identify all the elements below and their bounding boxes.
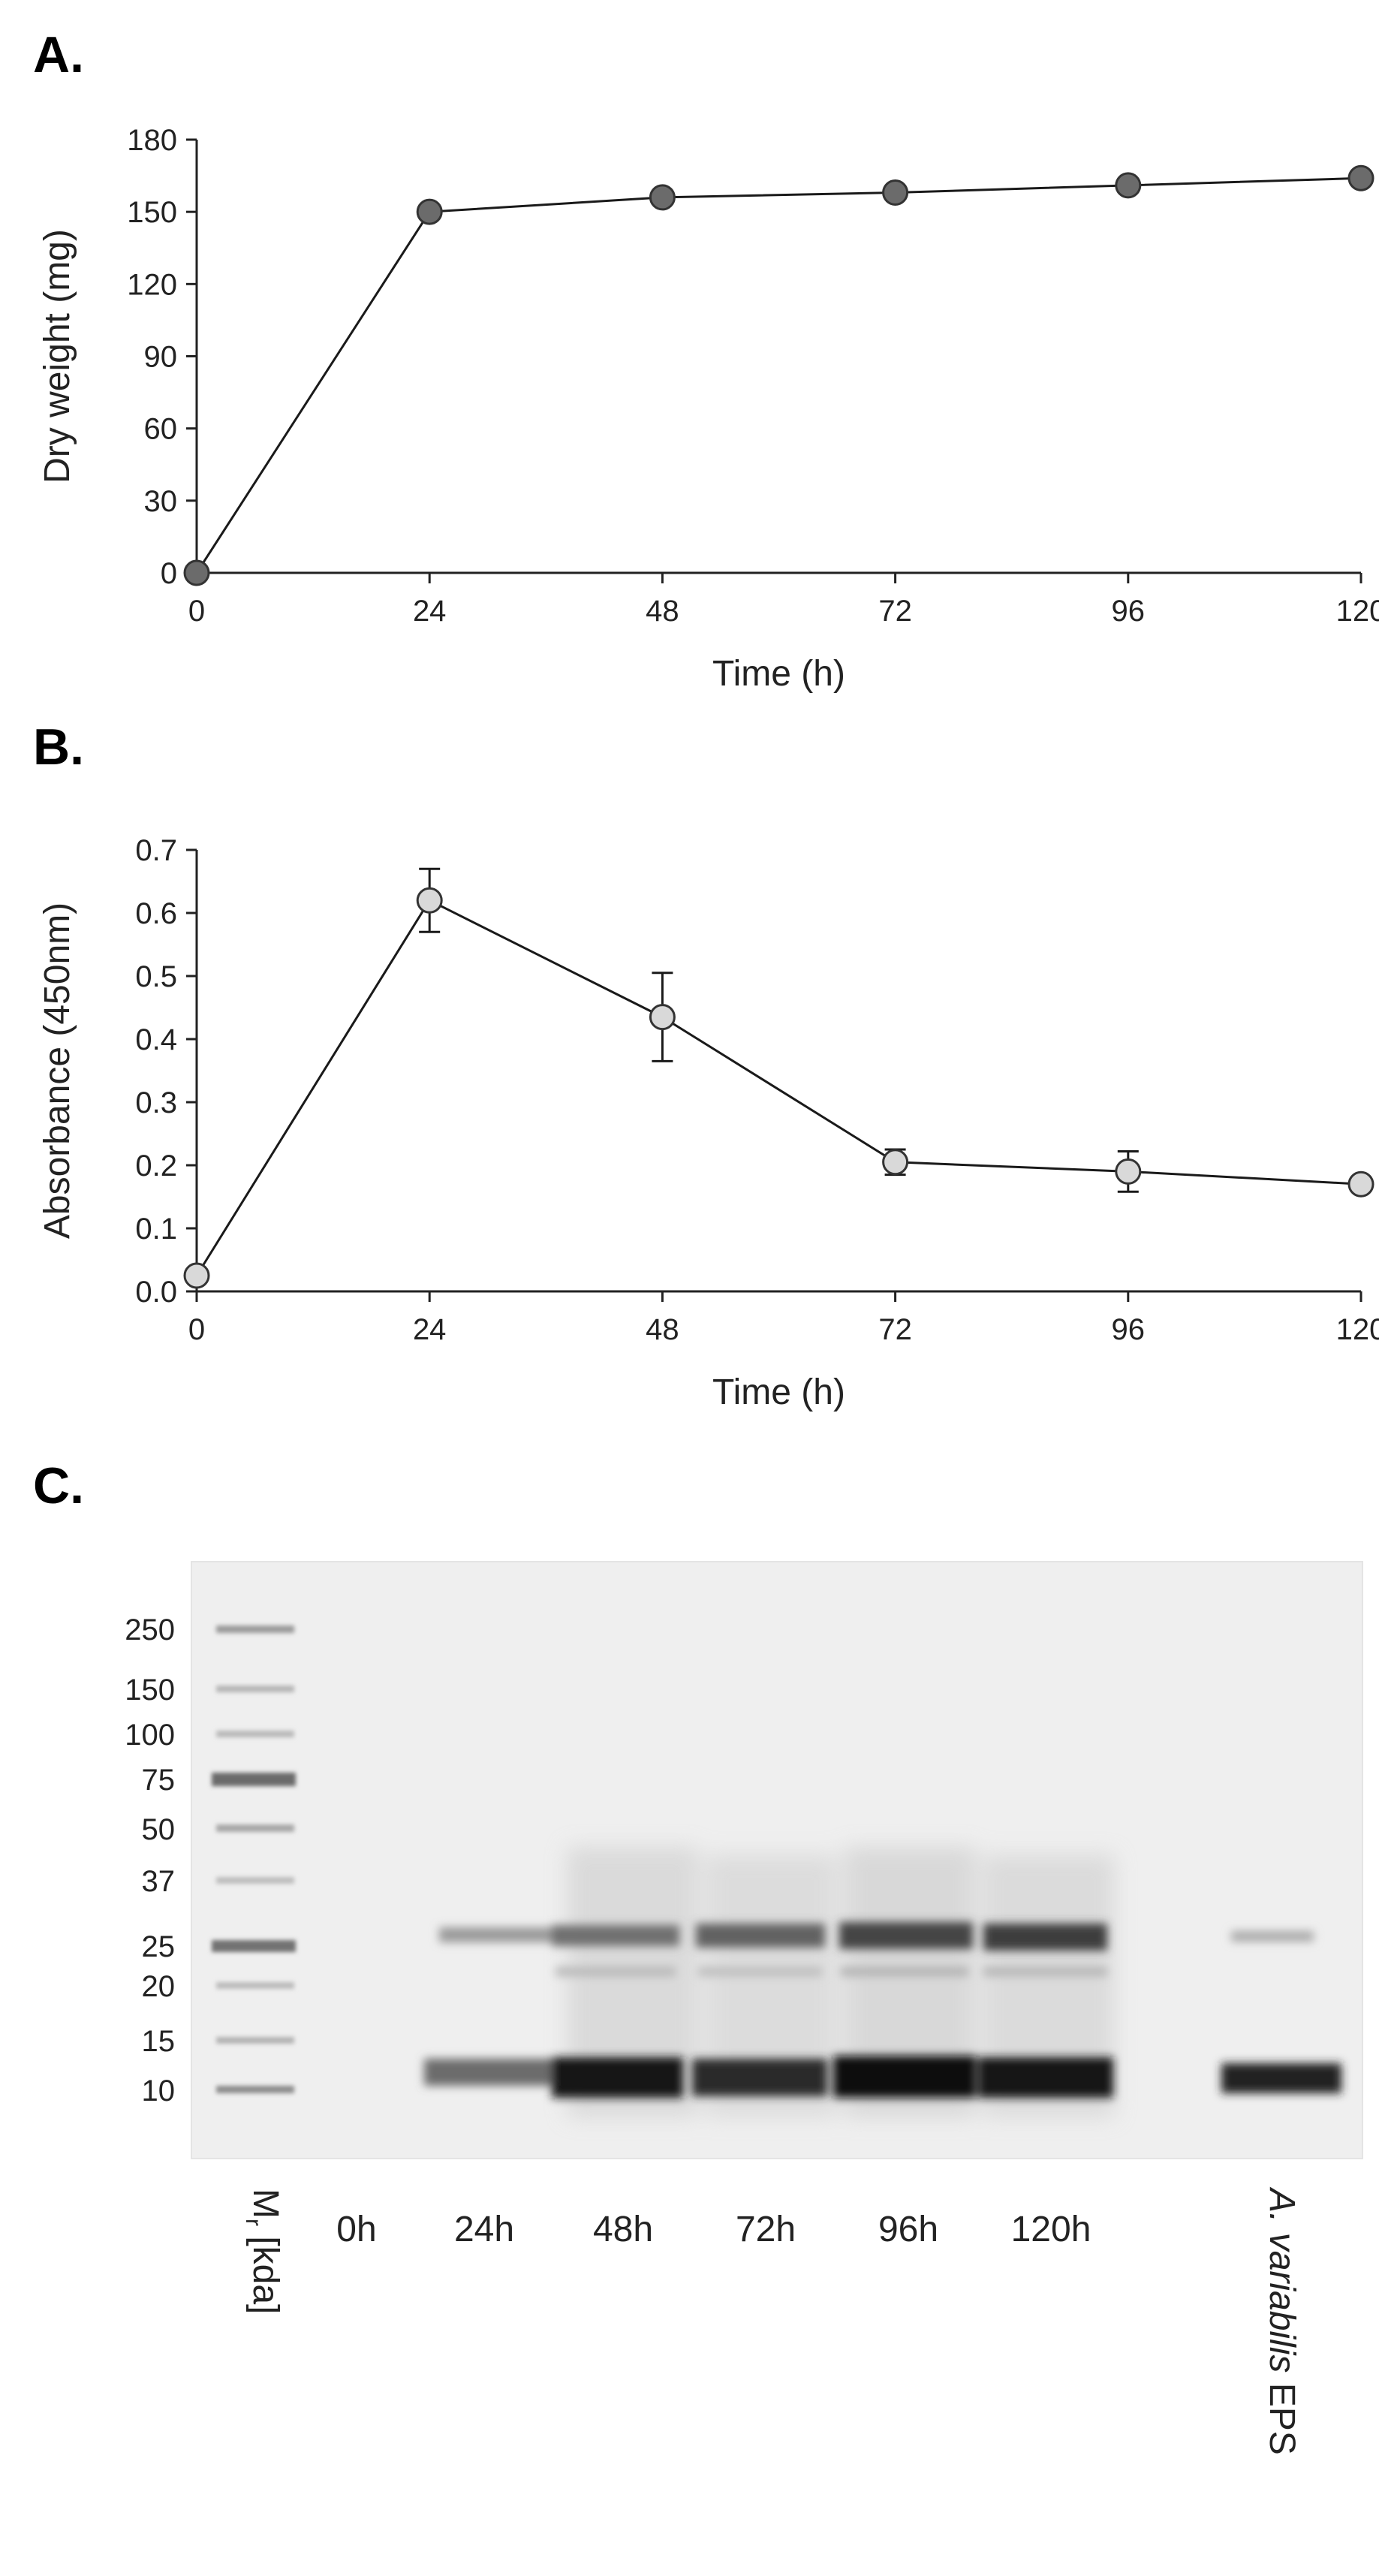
y-tick-label: 30 (144, 485, 178, 518)
lane-label: 48h (593, 2210, 653, 2249)
marker-size-label: 150 (125, 1674, 175, 1707)
lane-labels: 0h 24h 48h 72h 96h 120h (336, 2210, 1091, 2249)
marker-size-label: 37 (142, 1865, 176, 1898)
y-tick-label: 0.0 (135, 1276, 177, 1309)
y-tick-label: 150 (127, 196, 177, 229)
marker-size-label: 100 (125, 1719, 175, 1752)
x-tick-label: 96 (1112, 595, 1146, 628)
ladder-bands (212, 1625, 296, 2093)
data-point (649, 184, 676, 211)
data-point (1347, 1170, 1374, 1198)
x-tick-label: 24 (413, 1313, 447, 1346)
y-tick-label: 0.3 (135, 1086, 177, 1119)
x-tick-label: 72 (878, 1313, 912, 1346)
x-tick-label: 120 (1336, 595, 1379, 628)
y-tick-label: 90 (144, 341, 178, 374)
y-tick-label: 0.7 (135, 834, 177, 867)
lane-label: 24h (454, 2210, 514, 2249)
x-tick-label: 0 (188, 595, 205, 628)
marker-size-label: 20 (142, 1970, 176, 2003)
middle-bands (556, 1967, 1107, 1976)
data-point (183, 559, 210, 586)
y-tick-label: 0.1 (135, 1213, 177, 1246)
series-line (195, 899, 1362, 1276)
data-point (416, 198, 443, 225)
x-tick-label: 72 (878, 595, 912, 628)
chart-b: B. 0.0 0.1 0.2 0.3 0.4 0.5 0.6 0.7 0 24 48 72 96 120 T… (33, 719, 1379, 1412)
marker-size-label: 50 (142, 1813, 176, 1846)
data-point (882, 179, 909, 206)
y-tick-label: 60 (144, 413, 178, 446)
y-tick-label: 0.4 (135, 1023, 177, 1056)
marker-size-label: 15 (142, 2025, 176, 2058)
lower-bands (424, 2056, 1341, 2098)
panel-b-letter: B. (33, 719, 84, 776)
marker-size-label: 10 (142, 2074, 176, 2107)
data-point (416, 887, 443, 914)
y-tick-label: 0.2 (135, 1149, 177, 1183)
marker-labels: 250 150 100 75 50 37 25 20 15 10 (125, 1613, 175, 2107)
y-tick-label: 0.6 (135, 897, 177, 930)
chart-a: A. 0 30 60 90 120 150 180 0 24 48 72 96 120 Time (h) D… (33, 26, 1379, 694)
data-point (649, 1004, 676, 1031)
y-axis-title: Absorbance (450nm) (38, 902, 77, 1239)
data-point (1347, 164, 1374, 191)
x-axis-title: Time (h) (712, 654, 845, 694)
lane-label: 120h (1011, 2210, 1091, 2249)
x-tick-label: 24 (413, 595, 447, 628)
x-tick-label: 48 (646, 595, 679, 628)
lane-label: 72h (736, 2210, 796, 2249)
marker-size-label: 75 (142, 1764, 176, 1797)
y-tick-label: 120 (127, 268, 177, 301)
series-line (195, 176, 1362, 574)
lane-label: 0h (336, 2210, 376, 2249)
x-tick-label: 120 (1336, 1313, 1379, 1346)
x-tick-label: 0 (188, 1313, 205, 1346)
control-lane-label: A. variabilis EPS (1262, 2186, 1302, 2455)
x-axis-title: Time (h) (712, 1372, 845, 1412)
marker-size-label: 250 (125, 1613, 175, 1647)
panel-a-letter: A. (33, 26, 84, 83)
y-tick-label: 0 (161, 557, 177, 590)
x-tick-label: 96 (1112, 1313, 1146, 1346)
data-point (1115, 172, 1142, 199)
marker-axis-label: Mr [kda] (241, 2189, 285, 2314)
marker-size-label: 25 (142, 1930, 176, 1963)
y-tick-label: 0.5 (135, 960, 177, 993)
y-tick-label: 180 (127, 124, 177, 157)
panel-c-letter: C. (33, 1457, 84, 1514)
data-point (1115, 1158, 1142, 1185)
lane-label: 96h (878, 2210, 938, 2249)
y-axis-title: Dry weight (mg) (38, 229, 77, 484)
data-point (882, 1149, 909, 1176)
upper-bands (439, 1922, 1314, 1951)
x-tick-label: 48 (646, 1313, 679, 1346)
data-point (183, 1262, 210, 1289)
